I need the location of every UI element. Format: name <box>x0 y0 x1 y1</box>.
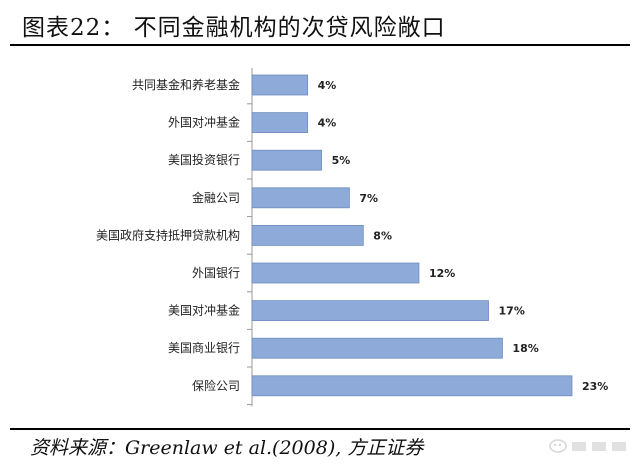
value-label: 4% <box>318 117 337 130</box>
title-divider <box>10 44 630 46</box>
value-label: 8% <box>373 229 392 242</box>
bar <box>251 112 309 133</box>
watermark-logo <box>549 439 626 453</box>
category-label: 外国银行 <box>192 266 240 280</box>
value-label: 17% <box>499 305 525 318</box>
value-label: 12% <box>429 267 455 280</box>
value-label: 4% <box>318 79 337 92</box>
bar <box>251 74 309 96</box>
bar-chart: 共同基金和养老基金 4% 外国对冲基金 4% 美国投资银行 5% 金融公司 7% 美国政府支持抵… <box>96 68 608 407</box>
category-label: 美国对冲基金 <box>168 303 240 318</box>
category-label: 美国商业银行 <box>168 340 240 355</box>
category-label: 保险公司 <box>192 378 240 393</box>
source-divider <box>10 428 630 430</box>
value-label: 5% <box>332 154 351 167</box>
source-note: 资料来源：Greenlaw et al.(2008), 方正证券 <box>30 437 424 459</box>
bar <box>251 149 322 171</box>
category-label: 美国政府支持抵押贷款机构 <box>96 227 240 242</box>
category-label: 美国投资银行 <box>168 152 240 167</box>
bar <box>251 337 503 359</box>
category-label: 金融公司 <box>192 190 240 205</box>
category-label: 共同基金和养老基金 <box>132 77 240 92</box>
bar <box>251 262 420 284</box>
value-label: 7% <box>359 192 378 205</box>
bars-layer: 共同基金和养老基金 4% 外国对冲基金 4% 美国投资银行 5% 金融公司 7% 美国政府支持抵… <box>96 68 608 407</box>
bar <box>251 300 489 322</box>
value-label: 23% <box>582 380 608 393</box>
category-label: 外国对冲基金 <box>168 115 240 130</box>
value-label: 18% <box>512 342 538 355</box>
bar <box>251 187 350 209</box>
chart-title: 图表22： 不同金融机构的次贷风险敞口 <box>22 15 446 41</box>
bar <box>251 224 364 246</box>
bar <box>251 375 573 397</box>
